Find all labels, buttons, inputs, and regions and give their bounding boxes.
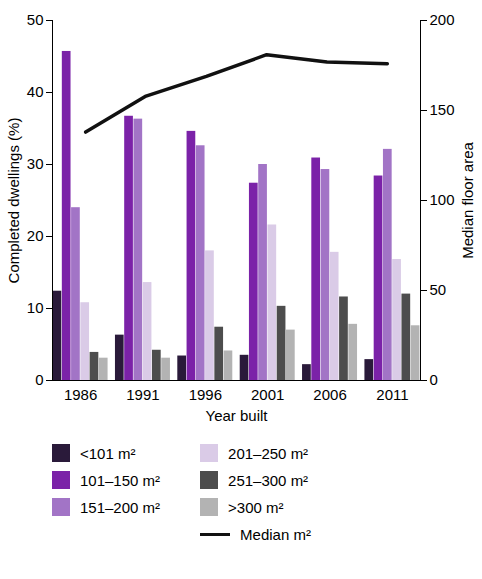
svg-text:Year built: Year built: [206, 407, 269, 424]
html-text:151–200 m²: 151–200 m²: [80, 498, 161, 516]
svg-text:1996: 1996: [189, 386, 222, 403]
svg-text:50: 50: [430, 281, 447, 298]
svg-text:200: 200: [430, 11, 455, 28]
svg-text:Median floor area: Median floor area: [459, 141, 476, 258]
svg-text:Completed dwellings (%): Completed dwellings (%): [5, 118, 22, 284]
svg-text:2011: 2011: [376, 386, 408, 403]
svg-text:1986: 1986: [64, 386, 97, 403]
svg-text:1991: 1991: [126, 386, 159, 403]
svg-text:150: 150: [430, 101, 455, 118]
svg-text:2001: 2001: [251, 386, 284, 403]
svg-text:100: 100: [430, 191, 455, 208]
svg-text:2006: 2006: [313, 386, 346, 403]
svg-text:50: 50: [27, 11, 44, 28]
svg-text:0: 0: [430, 371, 438, 388]
svg-text:10: 10: [27, 299, 44, 316]
svg-text:0: 0: [35, 371, 43, 388]
svg-text:40: 40: [27, 83, 44, 100]
svg-text:30: 30: [27, 155, 44, 172]
svg-text:20: 20: [27, 227, 44, 244]
html-text:>300 m²: >300 m²: [228, 498, 284, 516]
html-text:<101 m²: <101 m²: [80, 444, 136, 462]
html-text:Median m²: Median m²: [240, 525, 311, 543]
html-text:251–300 m²: 251–300 m²: [228, 471, 309, 489]
html-text:201–250 m²: 201–250 m²: [228, 444, 309, 462]
html-text:101–150 m²: 101–150 m²: [80, 471, 161, 489]
